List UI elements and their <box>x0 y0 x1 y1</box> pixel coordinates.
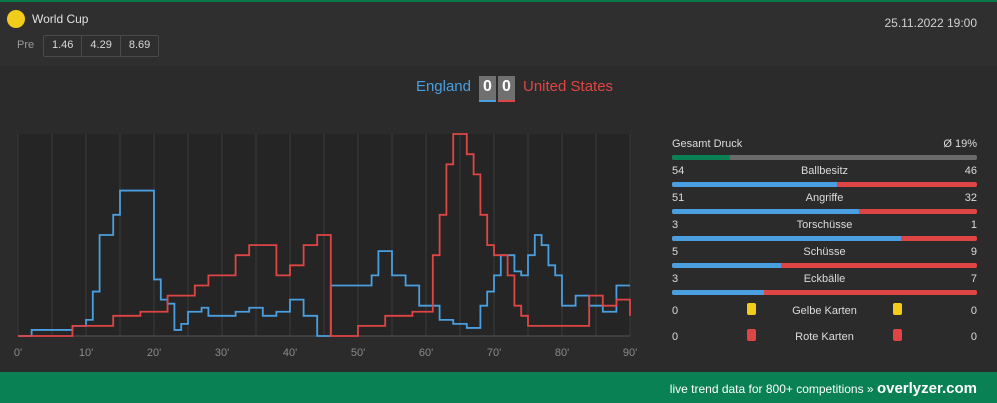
pressure-row: Gesamt Druck Ø 19% <box>672 138 977 160</box>
red-card-icon <box>893 329 902 341</box>
yellow-card-icon <box>893 303 902 315</box>
yellow-cards-row: 0 Gelbe Karten 0 <box>672 300 977 322</box>
pressure-trend-chart: 0' 10' 20' 30' 40' 50' 60' 70' 80' 90' <box>14 133 637 359</box>
match-datetime: 25.11.2022 19:00 <box>884 16 977 30</box>
stat-row-eckb-lle: 3 Eckbälle 7 <box>672 273 977 295</box>
red-cards-row: 0 Rote Karten 0 <box>672 326 977 348</box>
away-team-name[interactable]: United States <box>523 78 614 95</box>
series-line-england <box>18 189 630 337</box>
pressure-bar <box>672 155 977 160</box>
stat-bar-home-fill <box>672 290 764 295</box>
stat-label: Eckbälle <box>803 273 846 285</box>
stat-home-value: 3 <box>672 219 679 231</box>
stat-row-angriffe: 51 Angriffe 32 <box>672 192 977 214</box>
yellow-cards-away: 0 <box>970 305 977 317</box>
stat-bar-home-fill <box>672 182 837 187</box>
match-header: World Cup 25.11.2022 19:00 Pre 1.46 4.29… <box>0 2 997 66</box>
stat-bar <box>672 236 977 241</box>
yellow-cards-home: 0 <box>672 305 679 317</box>
stat-row-ballbesitz: 54 Ballbesitz 46 <box>672 165 977 187</box>
stat-bar-home-fill <box>672 209 860 214</box>
footer-tagline: live trend data for 800+ competitions » <box>669 382 874 396</box>
away-score: 0 <box>498 76 515 102</box>
stat-away-value: 7 <box>970 273 977 285</box>
yellow-card-icon <box>747 303 756 315</box>
pressure-value: Ø 19% <box>943 138 977 150</box>
stat-bar <box>672 209 977 214</box>
top-accent-line <box>0 0 997 2</box>
odd-away[interactable]: 8.69 <box>128 39 151 51</box>
stats-panel: Gesamt Druck Ø 19% 54 Ballbesitz 46 51 Angri… <box>672 138 977 348</box>
chart-x-tick-label: 90' <box>623 347 637 359</box>
stat-away-value: 32 <box>964 192 977 204</box>
stat-label: Ballbesitz <box>800 165 849 177</box>
chart-x-tick-label: 70' <box>487 347 501 359</box>
scoreline: England 0 0 United States <box>0 76 997 102</box>
stat-bar <box>672 263 977 268</box>
series-line-united-states <box>18 133 631 337</box>
stat-away-value: 1 <box>970 219 977 231</box>
chart-x-tick-label: 20' <box>147 347 161 359</box>
pressure-label: Gesamt Druck <box>672 138 743 150</box>
odd-draw[interactable]: 4.29 <box>82 36 121 56</box>
stat-home-value: 5 <box>672 246 679 258</box>
odd-home[interactable]: 1.46 <box>44 36 83 56</box>
stat-home-value: 3 <box>672 273 679 285</box>
red-cards-away: 0 <box>970 331 977 343</box>
yellow-cards-label: Gelbe Karten <box>792 305 857 317</box>
red-cards-label: Rote Karten <box>795 331 854 343</box>
competition-icon <box>7 10 25 28</box>
footer-text[interactable]: live trend data for 800+ competitions » … <box>670 380 977 397</box>
footer-banner[interactable]: live trend data for 800+ competitions » … <box>0 372 997 403</box>
chart-x-tick-label: 40' <box>283 347 297 359</box>
stat-bar <box>672 290 977 295</box>
stat-row-sch-sse: 5 Schüsse 9 <box>672 246 977 268</box>
pressure-bar-fill <box>672 155 730 160</box>
chart-x-tick-label: 60' <box>419 347 433 359</box>
stat-label: Torschüsse <box>796 219 853 231</box>
odds-group: 1.46 4.29 8.69 <box>43 35 160 57</box>
chart-x-tick-label: 0' <box>14 347 22 359</box>
chart-x-tick-label: 10' <box>79 347 93 359</box>
footer-brand: overlyzer.com <box>876 380 977 397</box>
stat-away-value: 9 <box>970 246 977 258</box>
home-team-name[interactable]: England <box>415 78 471 95</box>
chart-x-tick-label: 50' <box>351 347 365 359</box>
competition-name[interactable]: World Cup <box>32 12 89 26</box>
chart-x-tick-label: 80' <box>555 347 569 359</box>
stat-away-value: 46 <box>964 165 977 177</box>
stat-label: Schüsse <box>803 246 846 258</box>
stat-bar-home-fill <box>672 236 901 241</box>
stat-bar-home-fill <box>672 263 781 268</box>
red-card-icon <box>747 329 756 341</box>
red-cards-home: 0 <box>672 331 679 343</box>
home-score: 0 <box>479 76 496 102</box>
stat-bar <box>672 182 977 187</box>
chart-x-tick-label: 30' <box>215 347 229 359</box>
stat-label: Angriffe <box>805 192 844 204</box>
stat-home-value: 54 <box>672 165 685 177</box>
stat-row-torsch-sse: 3 Torschüsse 1 <box>672 219 977 241</box>
stat-home-value: 51 <box>672 192 685 204</box>
pre-odds-label: Pre <box>17 39 35 51</box>
